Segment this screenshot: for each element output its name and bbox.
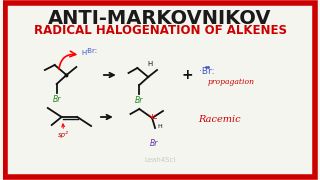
Text: ·Br:: ·Br: (85, 48, 97, 54)
Text: Br: Br (52, 95, 61, 104)
Text: Br: Br (135, 96, 143, 105)
Text: H: H (157, 123, 162, 129)
Text: propagation: propagation (207, 78, 254, 86)
Text: sp²: sp² (58, 132, 69, 138)
Text: RADICAL HALOGENATION OF ALKENES: RADICAL HALOGENATION OF ALKENES (34, 24, 286, 37)
Text: H: H (148, 61, 153, 67)
Text: Br: Br (150, 139, 158, 148)
Text: Racemic: Racemic (198, 116, 240, 125)
Text: ·Br:: ·Br: (199, 66, 215, 75)
Text: +: + (182, 68, 193, 82)
Text: Leah4Sci: Leah4Sci (144, 157, 176, 163)
Text: H: H (82, 50, 87, 56)
Text: ANTI-MARKOVNIKOV: ANTI-MARKOVNIKOV (48, 8, 272, 28)
